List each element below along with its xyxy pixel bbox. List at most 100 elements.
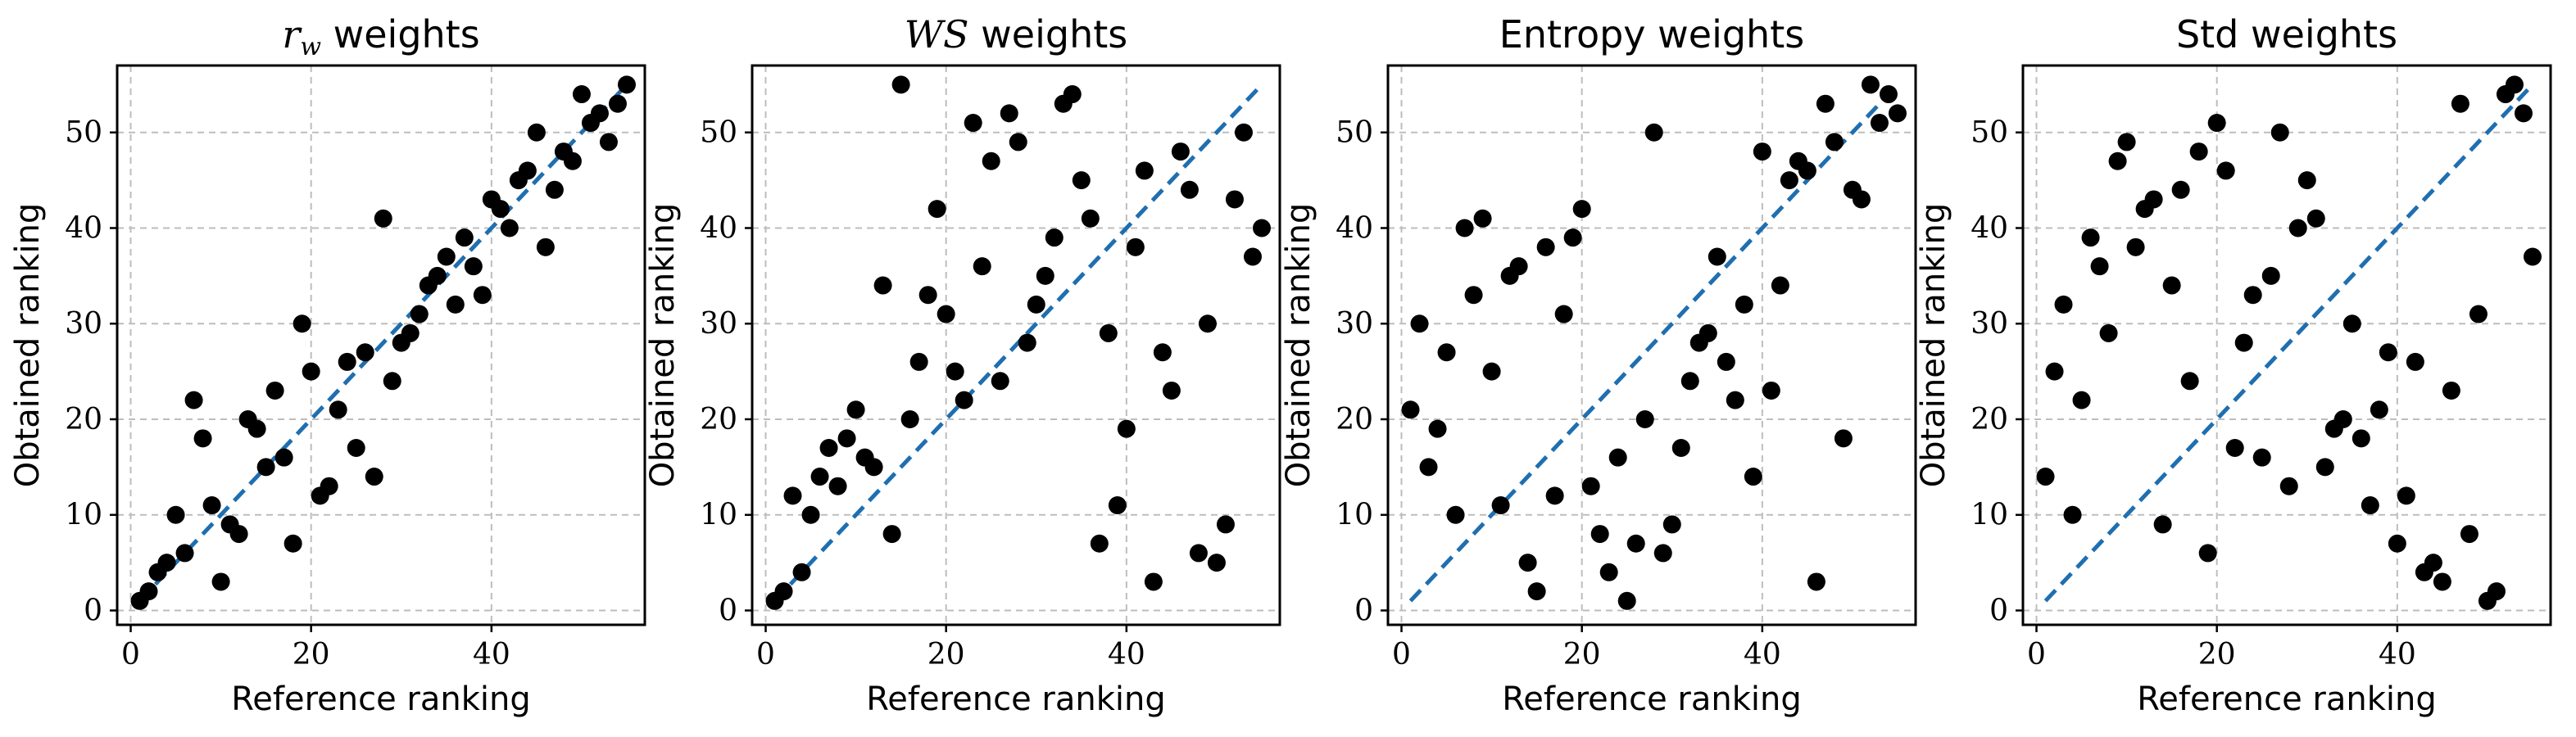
data-point [2099,323,2118,342]
data-point [973,257,991,276]
y-axis-label: Obtained ranking [1915,203,1952,488]
data-point [1509,257,1528,276]
plot-frame [751,64,1281,626]
data-point [500,219,519,237]
data-point [274,448,293,467]
data-point [1081,209,1100,228]
data-point [2261,266,2280,285]
data-point [1234,123,1253,142]
x-axis-label: Reference ranking [866,680,1165,718]
data-point [365,468,383,486]
data-point [1153,343,1172,362]
data-point [518,161,537,180]
data-point [2243,286,2262,305]
y-axis-label: Obtained ranking [9,203,47,488]
data-point [1888,104,1907,123]
data-point [572,85,591,104]
data-point [982,151,1000,170]
y-tick-label: 20 [1336,403,1373,436]
data-point [2081,228,2100,247]
data-point [437,247,456,266]
data-point [247,419,266,438]
y-tick-label: 50 [65,116,102,150]
data-point [202,496,221,515]
y-tick-label: 50 [700,116,737,150]
data-point [2315,458,2334,477]
data-point [1216,515,1235,534]
data-point [2370,400,2388,419]
data-point [918,286,937,305]
data-point [1807,572,1825,591]
data-point [464,257,483,276]
x-tick-label: 20 [2198,638,2236,671]
data-point [2036,468,2055,486]
data-point [1572,200,1591,219]
data-point [1117,419,1136,438]
data-point [1027,295,1045,314]
data-point [2216,161,2235,180]
data-point [1144,572,1163,591]
data-point [166,505,185,524]
data-point [1000,104,1018,123]
x-tick-label: 20 [1563,638,1601,671]
data-point [2207,114,2226,133]
data-point [2487,582,2506,601]
data-point [819,439,838,458]
data-point [2469,305,2488,323]
data-point [1099,323,1118,342]
data-point [2126,237,2145,256]
data-point [347,439,365,458]
data-point [157,554,176,572]
data-point [2297,171,2316,190]
data-point [1644,123,1663,142]
x-tick-label: 40 [2379,638,2416,671]
data-point [1018,333,1036,352]
y-tick-label: 40 [1336,211,1373,245]
data-point [1852,190,1871,209]
data-point [193,429,212,448]
data-point [1825,133,1844,151]
data-point [545,180,564,199]
data-point [1735,295,1753,314]
data-point [265,381,284,400]
data-point [846,400,865,419]
data-point [2306,209,2325,228]
reference-line [773,83,1263,603]
y-tick-label: 30 [65,307,102,341]
data-point [864,458,883,477]
data-point [1198,314,1217,333]
data-point [139,582,158,601]
data-point [590,104,609,123]
data-point [283,534,302,553]
data-point [1072,171,1091,190]
y-axis-label: Obtained ranking [644,203,682,488]
data-point [927,200,946,219]
data-point [383,372,401,391]
data-point [873,276,892,295]
data-point [991,372,1009,391]
data-point [428,266,447,285]
data-point [1207,554,1226,572]
y-tick-label: 0 [84,594,102,627]
data-point [783,486,802,505]
data-point [1090,534,1109,553]
data-point [2234,333,2253,352]
reference-line [138,83,628,603]
data-point [937,305,955,323]
data-point [964,114,982,133]
data-point [1653,544,1672,563]
data-point [2361,496,2379,515]
data-point [2333,409,2352,428]
data-point [410,305,429,323]
data-point [184,391,203,409]
y-tick-label: 30 [1336,307,1373,341]
data-point [1491,496,1510,515]
data-point [2117,133,2136,151]
x-tick-label: 40 [1744,638,1781,671]
data-point [1419,458,1438,477]
data-point [2225,439,2244,458]
data-point [2451,94,2469,113]
panel-title: Std weights [2176,12,2397,57]
data-point [2189,142,2208,161]
